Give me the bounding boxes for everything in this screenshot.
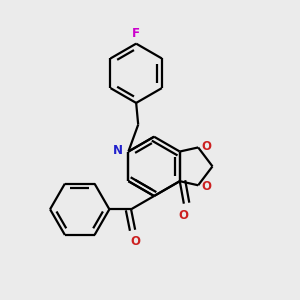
Text: O: O bbox=[130, 235, 140, 248]
Text: N: N bbox=[113, 144, 123, 157]
Text: O: O bbox=[201, 140, 211, 153]
Text: O: O bbox=[179, 209, 189, 222]
Text: F: F bbox=[132, 26, 140, 40]
Text: O: O bbox=[201, 180, 211, 193]
